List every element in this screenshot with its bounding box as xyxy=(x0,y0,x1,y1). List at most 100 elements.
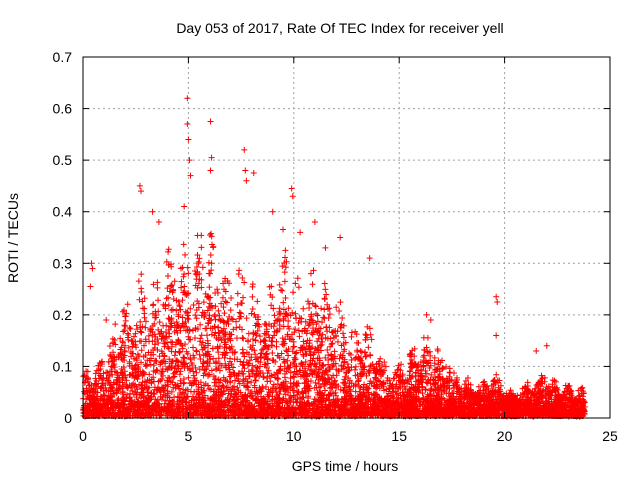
data-point xyxy=(295,284,302,291)
data-point xyxy=(185,374,192,381)
data-point xyxy=(282,294,289,301)
data-point xyxy=(407,375,414,382)
data-point xyxy=(346,350,353,357)
data-point xyxy=(175,362,182,369)
data-point xyxy=(424,334,431,341)
data-point xyxy=(274,374,281,381)
data-point xyxy=(322,286,329,293)
data-point xyxy=(450,382,457,389)
data-point xyxy=(130,333,137,340)
data-point xyxy=(428,386,435,393)
data-point xyxy=(419,390,426,397)
data-point xyxy=(306,304,313,311)
data-point xyxy=(443,363,450,370)
data-point xyxy=(335,367,342,374)
data-point xyxy=(198,332,205,339)
data-point xyxy=(239,334,246,341)
data-point xyxy=(155,297,162,304)
data-point xyxy=(253,388,260,395)
data-point xyxy=(113,369,120,376)
data-point xyxy=(190,301,197,308)
data-point xyxy=(190,344,197,351)
data-point xyxy=(538,372,545,379)
data-point xyxy=(182,251,189,258)
data-point xyxy=(197,379,204,386)
data-point xyxy=(236,309,243,316)
data-point xyxy=(335,383,342,390)
data-point xyxy=(323,324,330,331)
data-point xyxy=(168,388,175,395)
data-point xyxy=(292,280,299,287)
data-point xyxy=(138,359,145,366)
data-point xyxy=(171,352,178,359)
data-point xyxy=(399,380,406,387)
data-point xyxy=(337,324,344,331)
data-point xyxy=(136,338,143,345)
data-point xyxy=(177,348,184,355)
data-point xyxy=(202,325,209,332)
data-point xyxy=(273,338,280,345)
data-point xyxy=(212,376,219,383)
data-point xyxy=(306,348,313,355)
data-point xyxy=(282,264,289,271)
data-point xyxy=(181,271,188,278)
data-point xyxy=(142,318,149,325)
data-point xyxy=(248,310,255,317)
data-point xyxy=(229,316,236,323)
data-point xyxy=(172,341,179,348)
data-point xyxy=(219,351,226,358)
data-point xyxy=(173,357,180,364)
data-point xyxy=(362,331,369,338)
data-point xyxy=(434,346,441,353)
data-point xyxy=(200,372,207,379)
data-point xyxy=(364,323,371,330)
data-point xyxy=(312,303,319,310)
data-point xyxy=(192,312,199,319)
data-point xyxy=(318,305,325,312)
data-point xyxy=(210,243,217,250)
data-point xyxy=(324,301,331,308)
data-point xyxy=(331,378,338,385)
data-point xyxy=(164,285,171,292)
data-point xyxy=(325,352,332,359)
data-point xyxy=(134,326,141,333)
data-point xyxy=(234,301,241,308)
data-point xyxy=(282,391,289,398)
data-point xyxy=(155,308,162,315)
data-point xyxy=(348,357,355,364)
data-point xyxy=(222,341,229,348)
data-point xyxy=(125,344,132,351)
data-point xyxy=(280,226,287,233)
data-point xyxy=(398,361,405,368)
data-point xyxy=(290,289,297,296)
data-point xyxy=(170,374,177,381)
data-point xyxy=(431,366,438,373)
data-point xyxy=(207,251,214,258)
data-point xyxy=(475,383,482,390)
data-point xyxy=(285,305,292,312)
data-point xyxy=(313,310,320,317)
data-point xyxy=(150,362,157,369)
data-point xyxy=(285,317,292,324)
data-point xyxy=(141,295,148,302)
data-point xyxy=(339,315,346,322)
data-point xyxy=(175,311,182,318)
data-point xyxy=(126,324,133,331)
data-point xyxy=(84,368,91,375)
data-point xyxy=(321,306,328,313)
data-point xyxy=(256,333,263,340)
data-point xyxy=(122,323,129,330)
data-point xyxy=(142,336,149,343)
data-point xyxy=(222,298,229,305)
data-point xyxy=(186,336,193,343)
data-point xyxy=(221,344,228,351)
data-point xyxy=(165,294,172,301)
data-point xyxy=(204,332,211,339)
data-point xyxy=(431,360,438,367)
data-point xyxy=(299,361,306,368)
data-point xyxy=(357,384,364,391)
data-point xyxy=(237,358,244,365)
data-point xyxy=(208,230,215,237)
data-point xyxy=(219,382,226,389)
data-point xyxy=(215,324,222,331)
